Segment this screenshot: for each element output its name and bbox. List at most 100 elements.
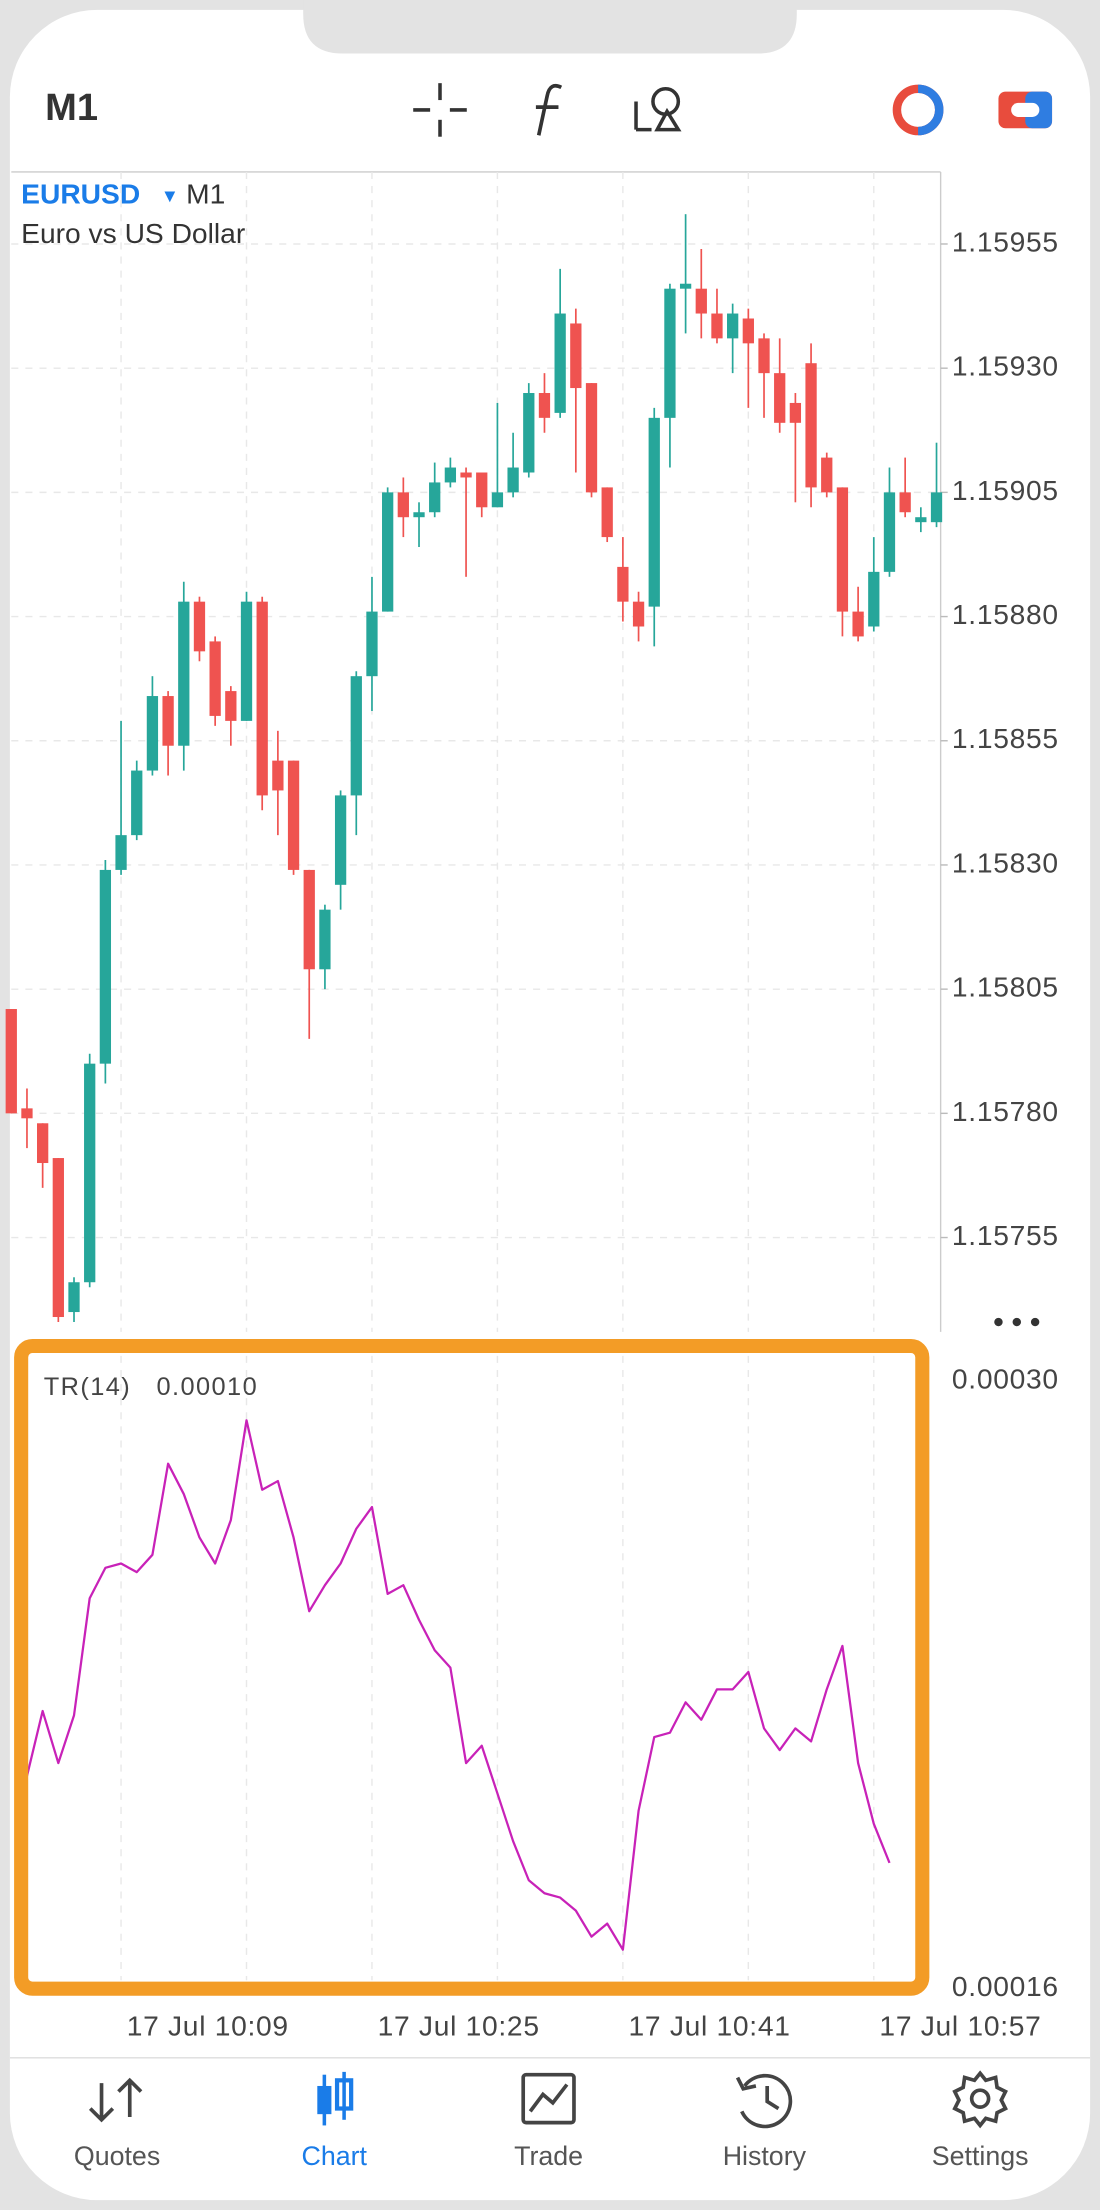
candle-body bbox=[617, 566, 629, 602]
trade-tab-icon[interactable] bbox=[521, 2072, 576, 2125]
candle-body bbox=[209, 641, 221, 716]
indicator-name: TR(14) bbox=[44, 1373, 131, 1401]
candle-body bbox=[5, 1009, 17, 1114]
candle-body bbox=[460, 472, 472, 478]
candle-body bbox=[585, 383, 598, 493]
candle-body bbox=[382, 492, 394, 612]
candle-body bbox=[193, 601, 206, 652]
candle-body bbox=[99, 869, 112, 1064]
objects-icon[interactable] bbox=[634, 87, 682, 132]
chart-timeframe: M1 bbox=[186, 177, 225, 209]
candle-body bbox=[21, 1108, 33, 1119]
candle-body bbox=[303, 869, 315, 970]
tab-label[interactable]: Settings bbox=[932, 2141, 1029, 2171]
candle-body bbox=[648, 417, 660, 607]
indicator-icon[interactable] bbox=[535, 83, 563, 136]
candle-body bbox=[68, 1282, 80, 1313]
candle-body bbox=[758, 338, 770, 374]
candle-body bbox=[256, 601, 268, 796]
candle-body bbox=[711, 313, 723, 339]
crosshair-icon[interactable] bbox=[413, 83, 467, 137]
more-button[interactable] bbox=[994, 1317, 1040, 1327]
candle-body bbox=[679, 283, 692, 289]
candle-body bbox=[225, 691, 237, 721]
tab-bar: Quotes Chart Trade History Settings bbox=[74, 2141, 1029, 2171]
candle-body bbox=[632, 601, 645, 627]
y-tick-label: 1.15855 bbox=[952, 722, 1059, 754]
candle-body bbox=[805, 363, 817, 488]
tab-label[interactable]: Chart bbox=[301, 2141, 367, 2171]
tab-label[interactable]: Trade bbox=[514, 2141, 583, 2171]
candle-body bbox=[444, 467, 457, 483]
candle-body bbox=[115, 835, 127, 870]
candle-body bbox=[131, 770, 143, 836]
candle-body bbox=[240, 601, 253, 721]
candle-body bbox=[570, 323, 582, 389]
trade-icon[interactable] bbox=[998, 91, 1053, 129]
candle-body bbox=[695, 288, 707, 314]
tab-label[interactable]: History bbox=[723, 2141, 807, 2171]
settings-icon[interactable] bbox=[952, 2070, 1008, 2129]
candle-body bbox=[507, 467, 519, 493]
y-tick-label: 1.15830 bbox=[952, 846, 1059, 878]
candle-body bbox=[350, 676, 362, 796]
notch bbox=[303, 0, 797, 54]
symbol[interactable]: EURUSD bbox=[21, 177, 140, 209]
y-tick-label: 0.00016 bbox=[952, 1970, 1059, 2002]
history-icon[interactable] bbox=[735, 2073, 793, 2129]
tab-label[interactable]: Quotes bbox=[74, 2141, 160, 2171]
y-tick-label: 1.15905 bbox=[952, 474, 1059, 506]
candle-body bbox=[146, 696, 159, 771]
candle-body bbox=[178, 601, 190, 746]
candle-body bbox=[319, 909, 331, 970]
x-tick-label: 17 Jul 10:57 bbox=[879, 2010, 1041, 2042]
quotes-icon[interactable] bbox=[88, 2077, 143, 2123]
candle-body bbox=[476, 472, 488, 508]
candle-body bbox=[821, 457, 833, 493]
y-tick-label: 1.15880 bbox=[952, 598, 1059, 630]
candle-body bbox=[397, 492, 409, 518]
timeframe-button[interactable]: M1 bbox=[45, 87, 98, 129]
account-icon[interactable] bbox=[892, 84, 944, 136]
candle-body bbox=[868, 571, 880, 627]
y-tick-label: 1.15930 bbox=[952, 350, 1059, 382]
indicator-line bbox=[25, 1419, 891, 1951]
candle-body bbox=[429, 482, 441, 513]
candle-body bbox=[162, 696, 174, 746]
candle-body bbox=[883, 492, 896, 572]
candle-body bbox=[334, 795, 347, 885]
candle-body bbox=[287, 760, 300, 870]
candle-body bbox=[836, 487, 849, 612]
y-tick-label: 1.15755 bbox=[952, 1219, 1059, 1251]
x-tick-label: 17 Jul 10:25 bbox=[378, 2010, 540, 2042]
indicator-chart: TR(14) 0.00010 0.00030 0.00016 17 Jul 10:0… bbox=[25, 1355, 1059, 2042]
chart-icon[interactable] bbox=[317, 2071, 354, 2126]
y-tick-label: 1.15780 bbox=[952, 1095, 1059, 1127]
candle-body bbox=[84, 1063, 96, 1283]
y-tick-label: 1.15805 bbox=[952, 971, 1059, 1003]
candle-body bbox=[742, 318, 754, 344]
y-tick-label: 0.00030 bbox=[952, 1363, 1059, 1395]
candle-body bbox=[37, 1123, 49, 1164]
x-tick-label: 17 Jul 10:09 bbox=[127, 2010, 289, 2042]
candle-body bbox=[413, 512, 425, 518]
candle-body bbox=[523, 393, 535, 473]
candle-body bbox=[664, 288, 676, 418]
candle-body bbox=[491, 492, 504, 508]
symbol-dropdown[interactable]: ▼ bbox=[161, 185, 179, 206]
price-chart: EURUSD ▼ M1 Euro vs US Dollar 1.159551.1… bbox=[5, 171, 1059, 1332]
candle-body bbox=[727, 313, 739, 339]
highlight-box bbox=[14, 1338, 930, 1996]
y-tick-label: 1.15955 bbox=[952, 225, 1059, 257]
candle-body bbox=[915, 517, 927, 523]
candle-body bbox=[52, 1158, 64, 1318]
candle-body bbox=[899, 492, 911, 513]
screen-bg bbox=[9, 9, 1091, 2201]
candle-body bbox=[272, 760, 284, 791]
indicator-value: 0.00010 bbox=[157, 1373, 259, 1401]
x-tick-label: 17 Jul 10:41 bbox=[629, 2010, 791, 2042]
candle-body bbox=[601, 487, 613, 538]
candle-body bbox=[774, 373, 786, 423]
